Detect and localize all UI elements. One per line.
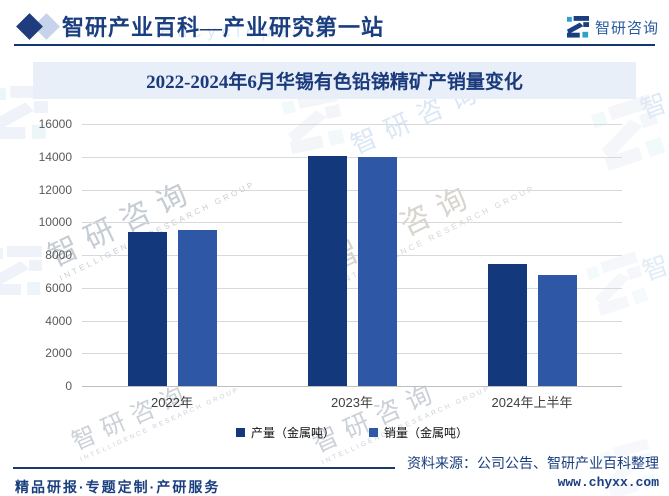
x-axis-labels: 2022年 2023年 2024年上半年 [82, 392, 622, 410]
diamond-icon [16, 13, 43, 40]
y-tick-label: 10000 [38, 215, 72, 230]
gridline [82, 353, 622, 355]
bar-series2-cat1 [177, 230, 217, 386]
x-category-label: 2024年上半年 [491, 395, 573, 410]
legend-label: 销量（金属吨） [384, 426, 469, 440]
gridline [82, 255, 622, 256]
legend-item: 产量（金属吨） [235, 424, 335, 441]
chart-legend: 产量（金属吨） 销量（金属吨） [82, 424, 622, 441]
legend-swatch-icon [235, 428, 245, 437]
y-axis-ticks: 0 2000 4000 6000 8000 10000 12000 14000 16000 [4, 117, 72, 393]
gridline [82, 386, 622, 387]
legend-label: 产量（金属吨） [250, 426, 335, 440]
legend-item: 销量（金属吨） [369, 424, 468, 441]
header-divider [14, 44, 655, 46]
bar-series1-cat1 [127, 232, 167, 386]
y-tick-label: 8000 [45, 248, 72, 262]
y-tick-label: 6000 [45, 280, 72, 295]
website-link[interactable]: www.chyxx.com [557, 475, 659, 490]
chart-title-band: 2022-2024年6月华锡有色铅锑精矿产销量变化 [33, 62, 636, 99]
bar-series1-cat3 [487, 264, 527, 386]
gridline [82, 320, 622, 322]
x-category-label: 2022年 [151, 395, 193, 410]
data-source-label: 资料来源：公司公告、智研产业百科整理 [407, 455, 659, 471]
chart-title: 2022-2024年6月华锡有色铅锑精矿产销量变化 [146, 72, 523, 93]
plot-area [82, 124, 622, 387]
bar-series2-cat3 [537, 275, 577, 386]
zhiyan-logo-icon [566, 16, 589, 38]
bar-series2-cat2 [357, 156, 397, 386]
gridline [82, 222, 622, 224]
gridline [82, 189, 622, 191]
brand-logo: 智研咨询 [566, 16, 659, 38]
y-tick-label: 12000 [38, 182, 72, 197]
y-tick-label: 16000 [38, 117, 72, 131]
x-category-label: 2023年 [331, 395, 373, 410]
gridline [82, 124, 622, 125]
bar-series1-cat2 [307, 155, 347, 386]
y-tick-label: 4000 [45, 313, 72, 328]
y-tick-label: 14000 [38, 149, 72, 164]
footer-divider [13, 467, 395, 469]
brand-name: 智研咨询 [594, 19, 659, 37]
site-title: 智研产业百科—产业研究第一站 [62, 15, 385, 40]
gridline [82, 287, 622, 289]
y-tick-label: 0 [65, 379, 72, 393]
footer-tagline: 精品研报·专题定制·产研服务 [15, 479, 221, 495]
y-tick-label: 2000 [45, 346, 72, 361]
gridline [82, 156, 622, 158]
legend-swatch-icon [369, 428, 378, 437]
